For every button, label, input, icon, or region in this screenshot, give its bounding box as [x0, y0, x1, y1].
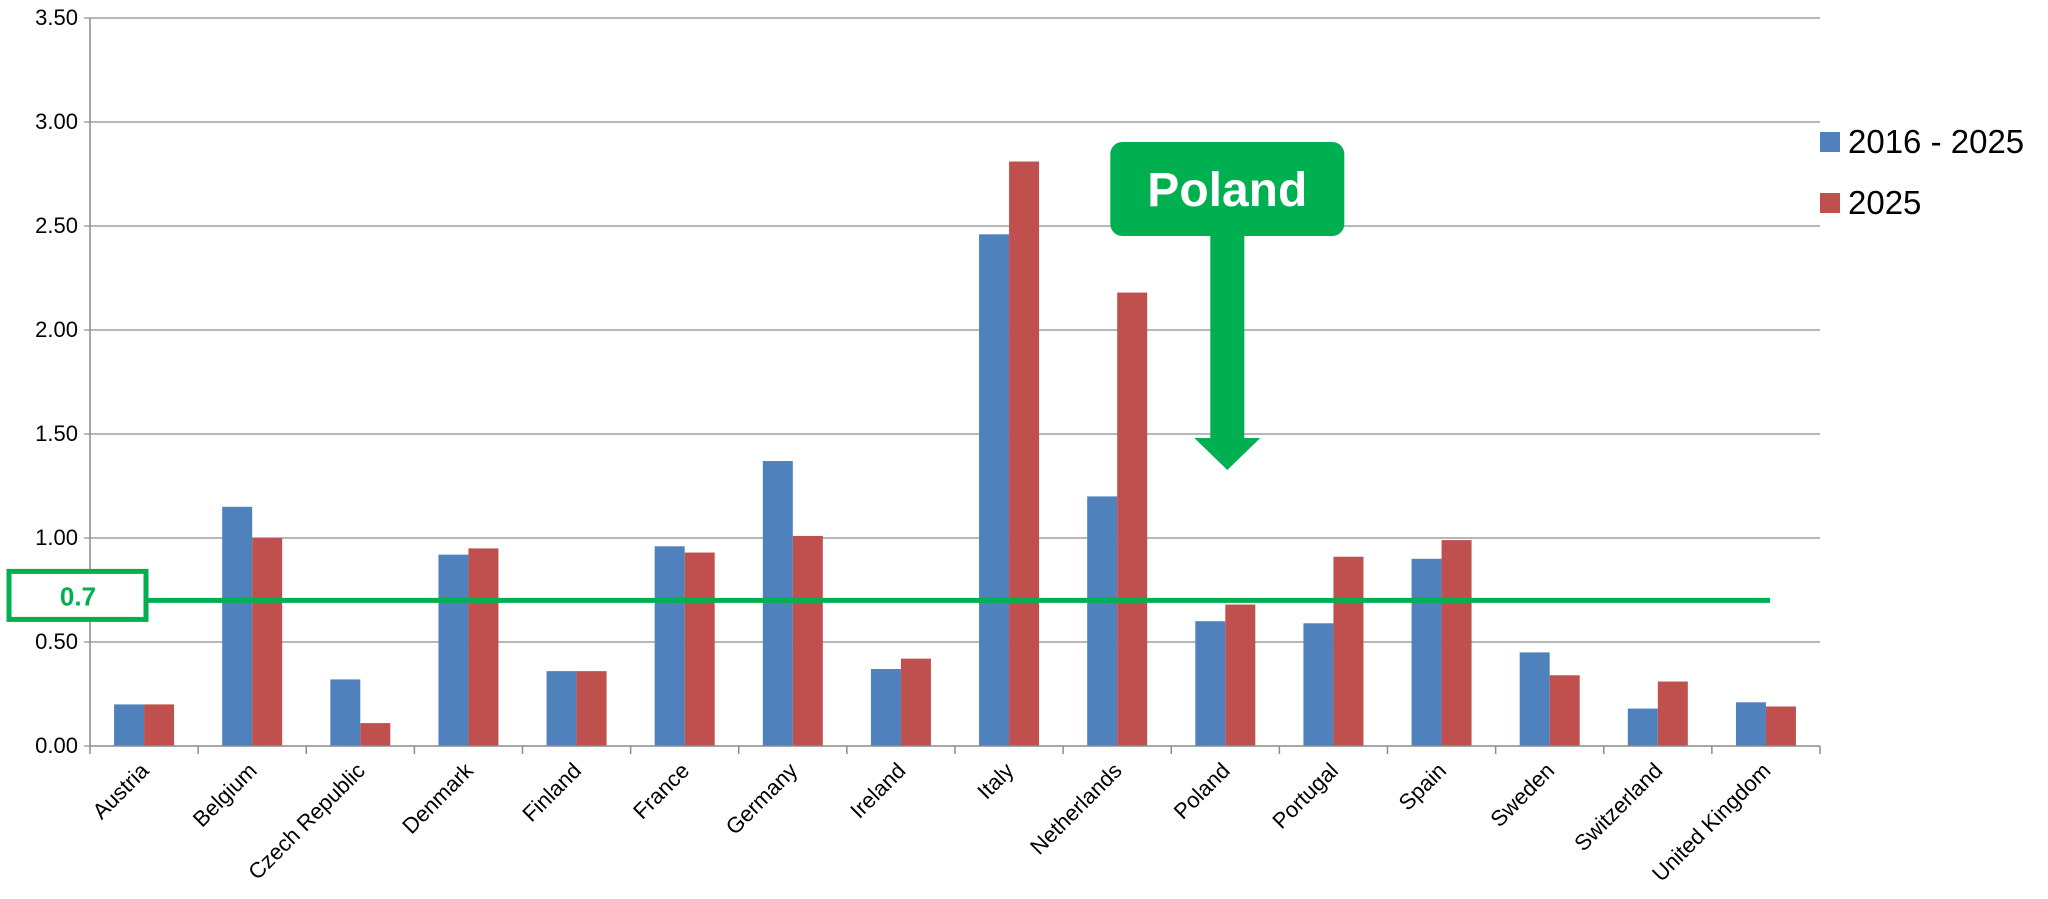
annotation-box [1110, 142, 1345, 236]
bar-series-2 [1549, 675, 1580, 746]
bar-series-1 [1519, 652, 1550, 746]
legend: 2016 - 2025 2025 [1820, 123, 2024, 221]
bar-series-1 [222, 506, 253, 746]
y-tick-label: 3.50 [35, 5, 78, 30]
bar-series-2 [1765, 706, 1796, 746]
y-tick-label: 0.50 [35, 629, 78, 654]
y-tick-label: 1.50 [35, 421, 78, 446]
reference-label: 0.7 [60, 581, 96, 611]
bar-series-2 [1441, 540, 1472, 746]
x-tick-label: France [628, 758, 694, 824]
y-tick-label: 0.00 [35, 733, 78, 758]
x-tick-label: Switzerland [1569, 758, 1667, 856]
axes [89, 18, 1821, 754]
annotation-arrow [1194, 232, 1261, 470]
bar-series-2 [1225, 604, 1256, 746]
annotation-group: Poland [1110, 142, 1345, 470]
bar-series-2 [1333, 556, 1364, 746]
bar-series-1 [979, 234, 1010, 746]
legend-swatch [1820, 132, 1840, 152]
x-tick-label: Poland [1169, 758, 1235, 824]
x-tick-label: United Kingdom [1647, 758, 1775, 886]
bar-series-1 [762, 461, 793, 746]
y-tick-label: 1.00 [35, 525, 78, 550]
bar-series-1 [1087, 496, 1118, 746]
bar-series-1 [330, 679, 361, 746]
bar-series-2 [576, 671, 607, 746]
y-tick-label: 2.50 [35, 213, 78, 238]
bar-series-2 [468, 548, 499, 746]
bars [114, 161, 1796, 746]
legend-label: 2025 [1848, 184, 1921, 221]
bar-series-2 [1117, 292, 1148, 746]
x-tick-label: Finland [517, 758, 586, 827]
x-tick-label: Netherlands [1025, 758, 1127, 860]
bar-series-2 [144, 704, 175, 746]
y-tick-label: 2.00 [35, 317, 78, 342]
bar-series-1 [654, 546, 685, 746]
bar-series-2 [684, 552, 715, 746]
bar-series-1 [870, 669, 901, 746]
bar-series-1 [1411, 558, 1442, 746]
bar-series-1 [1195, 621, 1226, 746]
bar-series-1 [1735, 702, 1766, 746]
bar-series-2 [1009, 161, 1040, 746]
legend-label: 2016 - 2025 [1848, 123, 2024, 160]
x-tick-label: Belgium [188, 758, 262, 832]
y-axis-tick-labels: 0.00 0.50 1.00 1.50 2.00 2.50 3.00 3.50 [35, 5, 78, 758]
x-tick-label: Italy [972, 758, 1018, 804]
bar-series-2 [900, 658, 931, 746]
x-tick-label: Germany [721, 758, 803, 840]
annotation-label: Poland [1147, 164, 1307, 217]
x-tick-label: Ireland [845, 758, 910, 823]
gridlines [84, 17, 1820, 747]
bar-series-1 [546, 671, 577, 746]
x-tick-label: Sweden [1485, 758, 1559, 832]
x-tick-label: Portugal [1267, 758, 1343, 834]
bar-series-1 [1303, 623, 1334, 746]
bar-series-1 [1627, 708, 1658, 746]
x-tick-label: Czech Republic [243, 758, 370, 885]
x-tick-label: Spain [1394, 758, 1451, 815]
reference-label-box [6, 568, 149, 622]
x-tick-label: Austria [87, 757, 154, 824]
y-tick-label: 3.00 [35, 109, 78, 134]
bar-series-1 [438, 554, 469, 746]
bar-series-2 [360, 723, 391, 746]
bar-series-1 [114, 704, 145, 746]
bar-series-2 [1657, 681, 1688, 746]
x-tick-label: Denmark [397, 757, 478, 838]
bar-series-2 [792, 535, 823, 746]
legend-swatch [1820, 193, 1840, 213]
reference-line-group: 0.7 [6, 568, 1770, 622]
bar-series-2 [252, 538, 283, 746]
